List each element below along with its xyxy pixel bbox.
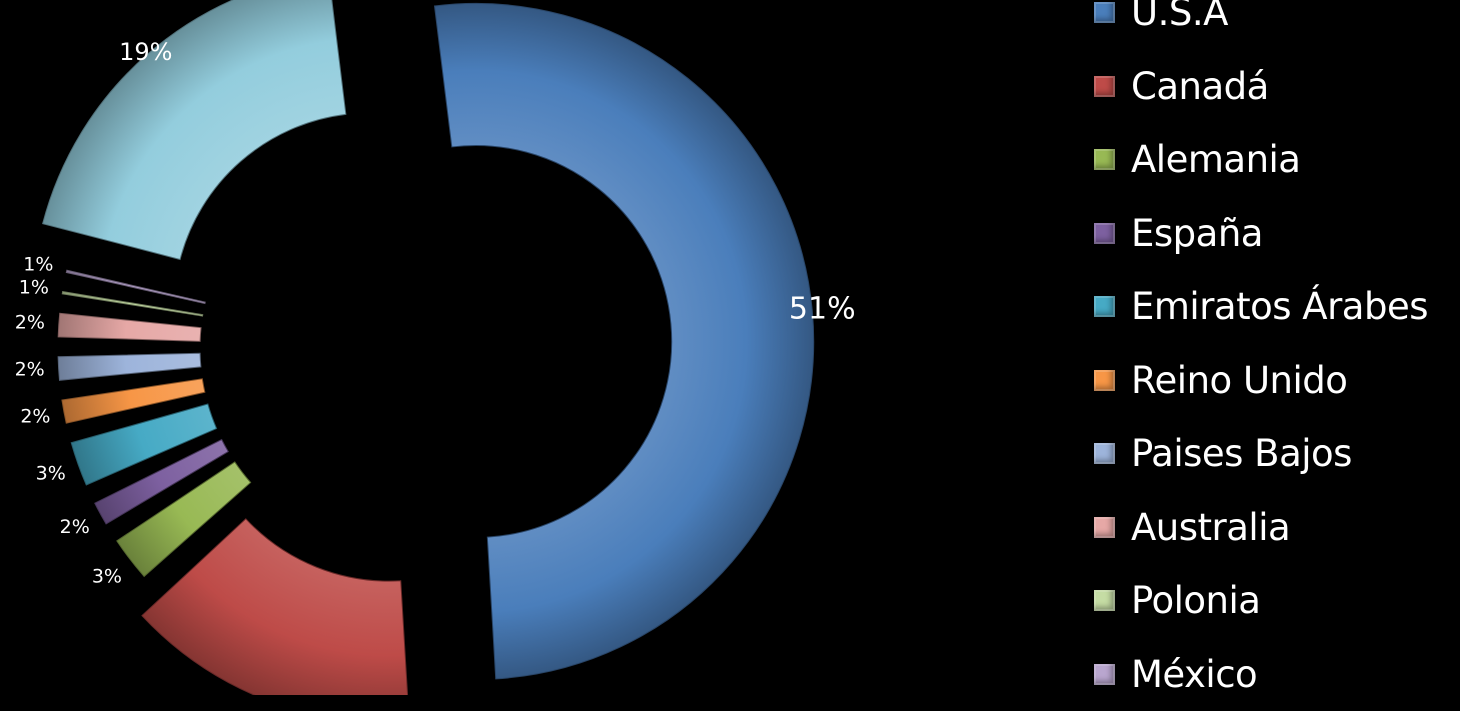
data-label: 3% <box>36 462 66 484</box>
legend-item: Canadá <box>1094 50 1428 124</box>
legend-label: Canadá <box>1131 65 1269 108</box>
chart-area: 51%14%3%2%3%2%2%2%1%1%19% U.S.ACanadáAle… <box>0 0 1460 695</box>
legend-swatch <box>1094 2 1115 23</box>
data-label: 2% <box>20 405 50 427</box>
slice-u-s-a <box>435 3 814 678</box>
legend-item: Polonia <box>1094 564 1428 638</box>
legend-swatch <box>1094 370 1115 391</box>
data-label: 1% <box>19 277 49 299</box>
data-label: 51% <box>789 291 856 326</box>
legend-item: España <box>1094 197 1428 271</box>
legend-label: Alemania <box>1131 138 1300 181</box>
legend-swatch <box>1094 223 1115 244</box>
legend-label: Paises Bajos <box>1131 432 1352 475</box>
data-label: 2% <box>15 312 45 334</box>
legend-item: Emiratos Árabes <box>1094 270 1428 344</box>
legend-item: Alemania <box>1094 123 1428 197</box>
slice-canad- <box>142 519 409 695</box>
data-label: 3% <box>92 565 122 587</box>
legend-swatch <box>1094 590 1115 611</box>
legend-label: U.S.A <box>1131 0 1228 34</box>
legend-label: Polonia <box>1131 579 1260 622</box>
slice-unlabeled <box>43 0 346 259</box>
data-label: 2% <box>15 359 45 381</box>
legend-swatch <box>1094 517 1115 538</box>
data-label: 19% <box>119 38 172 66</box>
legend-label: España <box>1131 212 1263 255</box>
slices-layer <box>43 0 814 695</box>
legend-item: U.S.A <box>1094 0 1428 50</box>
legend-label: Australia <box>1131 506 1290 549</box>
slice-paises-bajos <box>58 353 201 380</box>
legend-swatch <box>1094 149 1115 170</box>
legend-label: México <box>1131 653 1257 696</box>
legend-swatch <box>1094 443 1115 464</box>
slice-polonia <box>62 292 202 317</box>
slice-m-xico <box>66 270 205 303</box>
legend-swatch <box>1094 296 1115 317</box>
chart-legend: U.S.A Canadá Alemania España Emiratos Árabes… <box>1094 0 1428 711</box>
data-label: 2% <box>60 516 90 538</box>
legend-label: Emiratos Árabes <box>1131 285 1428 328</box>
legend-item: Paises Bajos <box>1094 417 1428 491</box>
slice-australia <box>58 313 201 341</box>
data-label: 1% <box>23 253 53 275</box>
legend-label: Reino Unido <box>1131 359 1347 402</box>
legend-item: Reino Unido <box>1094 344 1428 418</box>
legend-swatch <box>1094 664 1115 685</box>
legend-item: Australia <box>1094 491 1428 565</box>
legend-swatch <box>1094 76 1115 97</box>
legend-item: México <box>1094 638 1428 711</box>
